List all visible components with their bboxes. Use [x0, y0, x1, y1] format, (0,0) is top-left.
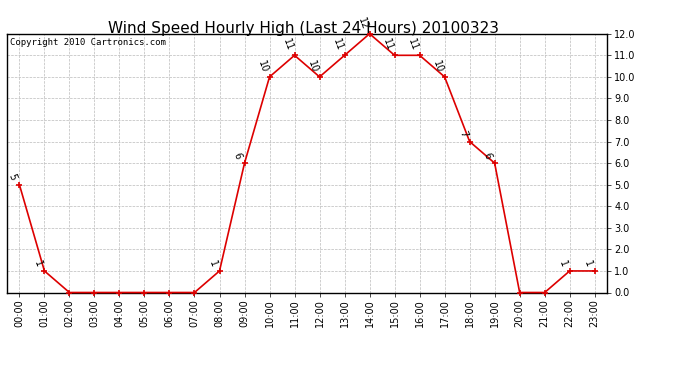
Text: 6: 6 [232, 151, 244, 160]
Text: 11: 11 [381, 38, 395, 52]
Text: 1: 1 [32, 259, 43, 268]
Text: 10: 10 [256, 59, 269, 74]
Text: 1: 1 [582, 259, 593, 268]
Text: 11: 11 [331, 38, 344, 52]
Text: 11: 11 [406, 38, 420, 52]
Text: 12: 12 [356, 16, 369, 31]
Text: 1: 1 [207, 259, 218, 268]
Text: 7: 7 [457, 129, 469, 139]
Text: 6: 6 [482, 151, 493, 160]
Text: Wind Speed Hourly High (Last 24 Hours) 20100323: Wind Speed Hourly High (Last 24 Hours) 2… [108, 21, 499, 36]
Text: 1: 1 [557, 259, 569, 268]
Text: 10: 10 [431, 59, 444, 74]
Text: 10: 10 [306, 59, 319, 74]
Text: 11: 11 [281, 38, 295, 52]
Text: 5: 5 [7, 172, 18, 182]
Text: Copyright 2010 Cartronics.com: Copyright 2010 Cartronics.com [10, 38, 166, 46]
